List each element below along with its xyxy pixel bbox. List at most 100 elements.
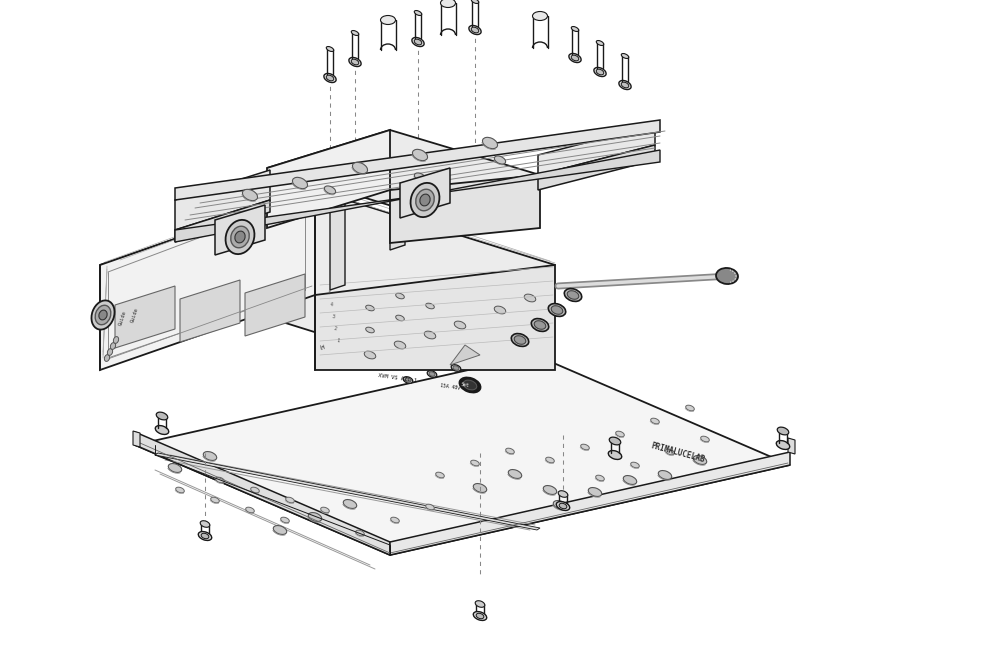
Ellipse shape <box>658 471 672 480</box>
Ellipse shape <box>324 186 336 194</box>
Polygon shape <box>100 190 315 370</box>
Ellipse shape <box>454 321 466 329</box>
Polygon shape <box>155 453 540 530</box>
Ellipse shape <box>436 472 444 478</box>
Ellipse shape <box>292 177 308 188</box>
Text: 4: 4 <box>330 302 334 307</box>
Ellipse shape <box>588 488 602 497</box>
Ellipse shape <box>411 183 439 217</box>
Ellipse shape <box>451 365 461 371</box>
Ellipse shape <box>559 503 567 509</box>
Polygon shape <box>390 165 405 250</box>
Ellipse shape <box>396 293 404 299</box>
Ellipse shape <box>532 12 548 21</box>
Ellipse shape <box>405 378 411 382</box>
Ellipse shape <box>616 431 624 437</box>
Ellipse shape <box>351 31 359 36</box>
Ellipse shape <box>366 327 374 333</box>
Ellipse shape <box>686 405 694 411</box>
Ellipse shape <box>666 449 674 455</box>
Ellipse shape <box>569 53 581 62</box>
Ellipse shape <box>453 366 459 370</box>
Ellipse shape <box>200 521 210 527</box>
Text: Guide: Guide <box>118 309 128 326</box>
Text: 15A 48v: 15A 48v <box>440 384 461 391</box>
Ellipse shape <box>426 504 434 510</box>
Polygon shape <box>267 130 390 228</box>
Polygon shape <box>390 452 790 555</box>
Ellipse shape <box>440 0 456 8</box>
Ellipse shape <box>356 530 364 536</box>
Polygon shape <box>135 355 790 555</box>
Ellipse shape <box>324 73 336 83</box>
Ellipse shape <box>216 477 224 483</box>
Ellipse shape <box>420 194 430 206</box>
Ellipse shape <box>412 38 424 47</box>
Ellipse shape <box>308 513 322 521</box>
Text: Set: Set <box>460 382 469 388</box>
Ellipse shape <box>95 306 111 325</box>
Ellipse shape <box>364 351 376 359</box>
Ellipse shape <box>511 333 529 346</box>
Ellipse shape <box>427 370 437 377</box>
Ellipse shape <box>429 372 435 376</box>
Ellipse shape <box>91 300 115 330</box>
Ellipse shape <box>459 378 481 393</box>
Ellipse shape <box>424 331 436 339</box>
Ellipse shape <box>211 497 219 503</box>
Ellipse shape <box>414 39 422 45</box>
Ellipse shape <box>273 526 287 534</box>
Ellipse shape <box>514 335 526 345</box>
Ellipse shape <box>198 532 212 540</box>
Text: 1: 1 <box>336 337 340 343</box>
Ellipse shape <box>321 507 329 513</box>
Polygon shape <box>330 185 345 290</box>
Polygon shape <box>215 205 265 255</box>
Ellipse shape <box>403 377 413 384</box>
Ellipse shape <box>281 517 289 523</box>
Ellipse shape <box>546 457 554 463</box>
Ellipse shape <box>776 441 790 449</box>
Ellipse shape <box>716 268 738 284</box>
Ellipse shape <box>155 426 169 434</box>
Ellipse shape <box>482 137 498 149</box>
Polygon shape <box>115 286 175 348</box>
Ellipse shape <box>231 226 249 248</box>
Polygon shape <box>315 265 555 370</box>
Ellipse shape <box>471 460 479 466</box>
Ellipse shape <box>531 318 549 332</box>
Ellipse shape <box>414 173 426 181</box>
Ellipse shape <box>693 456 707 465</box>
Ellipse shape <box>567 291 579 299</box>
Ellipse shape <box>551 306 563 315</box>
Ellipse shape <box>226 220 254 254</box>
Ellipse shape <box>596 40 604 46</box>
Ellipse shape <box>494 306 506 314</box>
Ellipse shape <box>623 476 637 484</box>
Ellipse shape <box>553 500 567 510</box>
Ellipse shape <box>506 448 514 454</box>
Ellipse shape <box>110 343 116 350</box>
Ellipse shape <box>412 150 428 161</box>
Ellipse shape <box>176 488 184 493</box>
Ellipse shape <box>608 450 622 460</box>
Ellipse shape <box>286 497 294 503</box>
Text: 5: 5 <box>328 290 332 295</box>
Ellipse shape <box>524 294 536 302</box>
Ellipse shape <box>571 27 579 31</box>
Polygon shape <box>390 175 540 243</box>
Polygon shape <box>175 200 270 242</box>
Text: Guide: Guide <box>130 307 140 323</box>
Ellipse shape <box>113 337 119 343</box>
Polygon shape <box>538 125 655 175</box>
Polygon shape <box>180 280 240 342</box>
Ellipse shape <box>475 601 485 607</box>
Ellipse shape <box>508 469 522 478</box>
Ellipse shape <box>651 418 659 424</box>
Ellipse shape <box>473 612 487 621</box>
Ellipse shape <box>473 484 487 493</box>
Ellipse shape <box>543 486 557 495</box>
Ellipse shape <box>609 437 621 445</box>
Polygon shape <box>538 145 655 190</box>
Ellipse shape <box>621 82 629 88</box>
